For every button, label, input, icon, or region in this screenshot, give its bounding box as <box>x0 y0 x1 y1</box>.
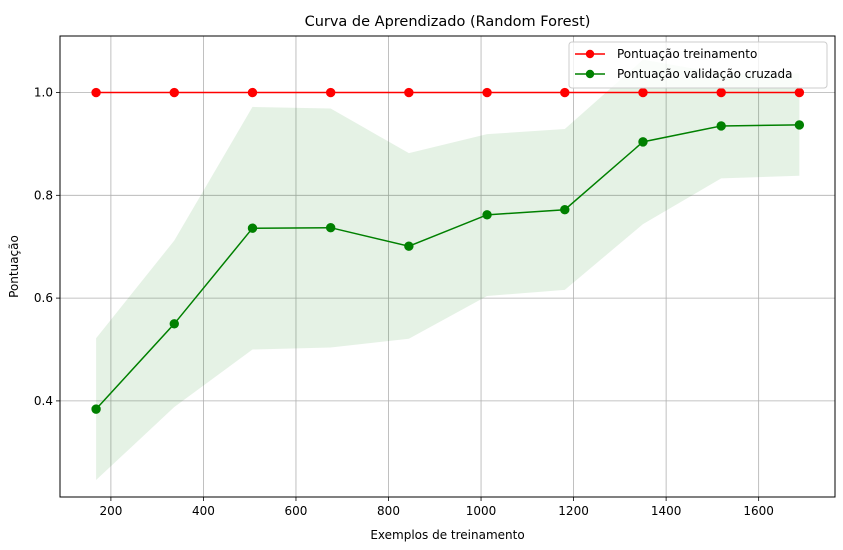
data-point <box>247 87 258 98</box>
confidence-band-1 <box>96 59 800 481</box>
series-markers <box>91 87 805 414</box>
data-point <box>482 87 492 98</box>
data-point <box>325 222 336 233</box>
legend-marker-1 <box>585 69 595 79</box>
plot-frame <box>59 35 836 498</box>
y-tick-label: 0.4 <box>34 394 53 408</box>
data-point <box>560 87 570 98</box>
grid <box>60 36 835 497</box>
legend-label-1: Pontuação validação cruzada <box>617 67 793 81</box>
legend: Pontuação treinamento Pontuação validação… <box>568 41 828 89</box>
y-tick-label: 0.8 <box>34 188 53 202</box>
data-point <box>404 87 414 98</box>
series-line-1 <box>95 124 800 410</box>
x-tick-label: 1400 <box>651 504 682 518</box>
x-tick-label: 1200 <box>558 504 589 518</box>
data-point <box>716 121 726 131</box>
legend-label-0: Pontuação treinamento <box>617 47 757 61</box>
confidence-bands <box>96 59 800 481</box>
x-tick-label: 400 <box>192 504 215 518</box>
x-tick-label: 200 <box>99 504 122 518</box>
y-tick-label: 0.6 <box>34 291 53 305</box>
y-tick-label: 1.0 <box>34 86 53 100</box>
x-tick-label: 800 <box>377 504 400 518</box>
data-point <box>404 241 414 251</box>
data-point <box>247 223 258 233</box>
data-point <box>91 404 101 414</box>
data-point <box>638 137 648 147</box>
x-tick-label: 1600 <box>743 504 774 518</box>
x-axis-label: Exemplos de treinamento <box>370 528 524 542</box>
data-point <box>482 210 492 220</box>
data-point <box>169 87 179 98</box>
legend-box <box>568 41 828 89</box>
data-point <box>560 205 570 215</box>
series-lines <box>95 91 800 410</box>
data-point <box>794 87 805 98</box>
x-tick-label: 1000 <box>466 504 497 518</box>
chart-title: Curva de Aprendizado (Random Forest) <box>305 14 591 30</box>
data-point <box>325 87 336 98</box>
data-point <box>169 319 179 329</box>
x-tick-label: 600 <box>285 504 308 518</box>
y-axis-label: Pontuação <box>7 235 21 298</box>
data-point <box>638 87 648 98</box>
legend-marker-0 <box>585 49 595 59</box>
data-point <box>91 87 101 98</box>
data-point <box>716 87 726 98</box>
data-point <box>794 120 805 130</box>
axis-ticks: 200 400 600 800 1000 1200 1400 1600 0.4 0.6 0.8 1.0 <box>34 86 774 518</box>
